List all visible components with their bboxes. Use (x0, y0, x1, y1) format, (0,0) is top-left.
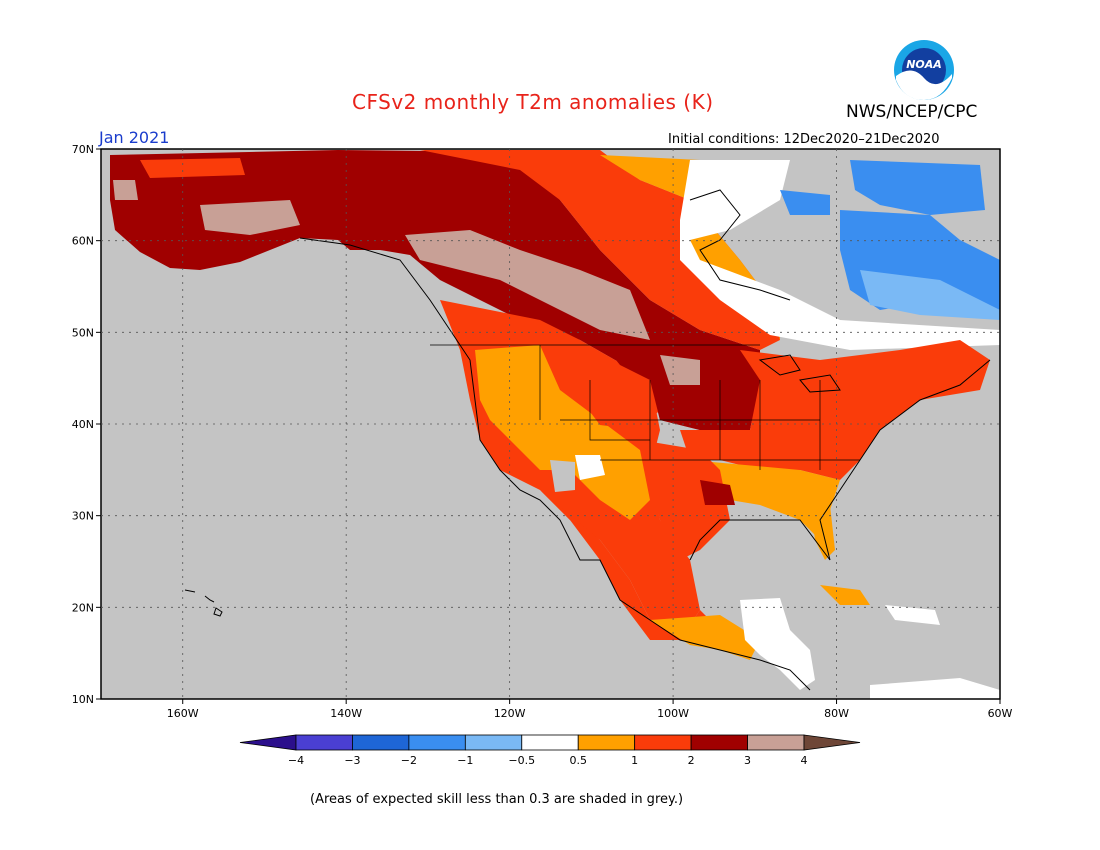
hudson-white (680, 160, 1000, 350)
lat-tick-label: 50N (72, 326, 94, 339)
chart-title: CFSv2 monthly T2m anomalies (K) (352, 90, 714, 114)
south-america-white (870, 678, 1000, 699)
colorbar-swatch (464, 734, 523, 751)
alaska-brown-west (113, 180, 138, 200)
lat-tick-label: 20N (72, 601, 94, 614)
graticule (101, 149, 1000, 699)
rockies-red (580, 380, 660, 430)
colorbar-label: −4 (288, 754, 304, 767)
mexico-region (540, 490, 710, 640)
west-coast-line (299, 237, 811, 691)
caribbean-white (885, 605, 940, 625)
colorbar-label: 0.5 (569, 754, 587, 767)
noaa-logo-icon: NOAA (894, 40, 954, 100)
lat-tick-label: 40N (72, 418, 94, 431)
longitude-tick-labels: 160W 140W 120W 100W 80W 60W (167, 699, 1013, 720)
central-america-white (740, 598, 815, 690)
us-west-orange (475, 345, 650, 520)
lon-tick-label: 120W (494, 707, 526, 720)
southeast-orange (690, 460, 840, 540)
colorbar-swatch (521, 734, 579, 751)
colorbar-label: −2 (401, 754, 417, 767)
great-lakes (758, 354, 841, 393)
colorbar-swatch (690, 734, 748, 751)
logo-text: NOAA (906, 58, 942, 71)
colorbar-swatch (577, 734, 636, 751)
colorbar-label: 1 (631, 754, 638, 767)
colorbar-label: 4 (801, 754, 808, 767)
colorbar-swatch (634, 734, 692, 751)
colorbar-low-arrow (239, 734, 297, 751)
initial-conditions: Initial conditions: 12Dec2020–21Dec2020 (668, 132, 940, 147)
forecast-month: Jan 2021 (99, 128, 170, 147)
baffin-blue (850, 160, 985, 215)
lon-tick-label: 160W (167, 707, 199, 720)
lat-tick-label: 10N (72, 693, 94, 706)
labrador-light-blue (860, 270, 1000, 320)
texas-red (640, 440, 730, 560)
lat-tick-label: 70N (72, 143, 94, 156)
colorbar-high-arrow (803, 734, 861, 751)
lon-tick-label: 60W (988, 707, 1013, 720)
lon-tick-label: 80W (824, 707, 849, 720)
caribbean-orange (820, 585, 870, 605)
canada-brown-band (405, 230, 650, 340)
hudson-bay-coast (689, 189, 791, 301)
mexico-orange (650, 615, 760, 660)
colorbar-swatch (747, 734, 805, 751)
colorbar-swatch (295, 734, 353, 751)
lat-tick-label: 60N (72, 235, 94, 248)
gulf-coast-dark (700, 480, 735, 505)
arctic-blue-west (780, 190, 830, 215)
colorbar-swatch (352, 734, 410, 751)
alaska-orange-edge (140, 158, 245, 178)
colorbar-label: −0.5 (508, 754, 535, 767)
latitude-tick-labels: 70N 60N 50N 40N 30N 20N 10N (72, 143, 101, 706)
southwest-grey (550, 460, 575, 492)
colorbar: −4 −3 −2 −1 −0.5 0.5 1 2 3 4 (239, 734, 861, 767)
lon-tick-label: 140W (330, 707, 362, 720)
colorbar-label: −3 (344, 754, 360, 767)
colorbar-label: 2 (688, 754, 695, 767)
alaska-brown-patch (200, 200, 300, 235)
gulf-coast-line (689, 359, 991, 561)
colorbar-label: −1 (457, 754, 473, 767)
hawaii-coast (184, 589, 223, 617)
skill-footnote: (Areas of expected skill less than 0.3 a… (310, 792, 684, 807)
southwest-white-patches (575, 455, 605, 480)
lat-tick-label: 30N (72, 510, 94, 523)
colorbar-swatch (408, 734, 466, 751)
lon-tick-label: 100W (657, 707, 689, 720)
colorbar-label: 3 (744, 754, 751, 767)
us-east-region (680, 340, 990, 480)
plains-brown (660, 355, 700, 385)
us-state-lines (430, 344, 860, 470)
agency-label: NWS/NCEP/CPC (846, 102, 978, 122)
